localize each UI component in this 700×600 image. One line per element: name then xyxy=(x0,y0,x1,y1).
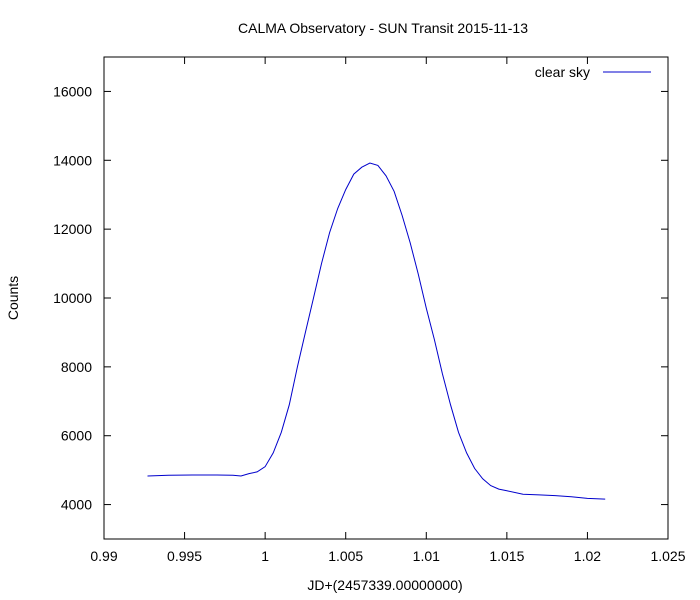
x-axis-label: JD+(2457339.00000000) xyxy=(307,577,462,593)
x-tick-label: 1.02 xyxy=(574,548,601,564)
y-tick-label: 16000 xyxy=(53,83,92,99)
series-layer xyxy=(147,162,606,500)
y-tick-label: 4000 xyxy=(61,497,92,513)
x-tick-label: 1 xyxy=(261,548,269,564)
y-tick-label: 8000 xyxy=(61,359,92,375)
chart-title: CALMA Observatory - SUN Transit 2015-11-… xyxy=(238,20,528,36)
series-line-clear-sky xyxy=(147,162,606,500)
y-tick-label: 12000 xyxy=(53,221,92,237)
x-tick-label: 0.995 xyxy=(167,548,202,564)
x-tick-label: 0.99 xyxy=(90,548,117,564)
x-tick-label: 1.005 xyxy=(328,548,363,564)
y-tick-label: 10000 xyxy=(53,290,92,306)
y-axis: 4000 6000 8000 10000 12000 14000 16000 xyxy=(53,83,668,513)
y-axis-label: Counts xyxy=(5,276,21,320)
y-tick-label: 14000 xyxy=(53,152,92,168)
plot-frame xyxy=(103,56,669,540)
y-tick-label: 6000 xyxy=(61,428,92,444)
x-axis: 0.99 0.995 1 1.005 1.01 1.015 1.02 1.025 xyxy=(90,57,686,564)
legend-label: clear sky xyxy=(535,64,590,80)
x-tick-label: 1.025 xyxy=(650,548,685,564)
legend: clear sky xyxy=(535,64,651,80)
x-tick-label: 1.01 xyxy=(413,548,440,564)
plot-border xyxy=(103,56,669,540)
x-tick-label: 1.015 xyxy=(489,548,524,564)
